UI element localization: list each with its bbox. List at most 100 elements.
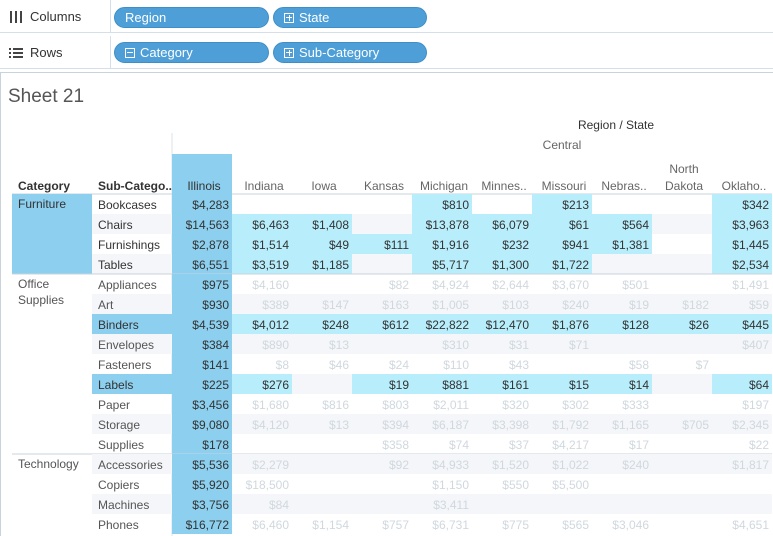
sub-category-label[interactable]: Phones (98, 518, 139, 532)
table-cell[interactable]: $5,717 (432, 258, 469, 272)
table-cell[interactable]: $890 (262, 338, 289, 352)
table-cell[interactable]: $1,514 (252, 238, 289, 252)
table-cell[interactable]: $46 (329, 358, 349, 372)
sub-category-label[interactable]: Envelopes (98, 338, 154, 352)
table-cell[interactable]: $2,644 (492, 278, 529, 292)
table-cell[interactable]: $394 (382, 418, 409, 432)
table-cell[interactable]: $141 (202, 358, 229, 372)
table-cell[interactable]: $58 (629, 358, 649, 372)
table-cell[interactable]: $9,080 (192, 418, 229, 432)
table-cell[interactable]: $1,817 (732, 458, 769, 472)
table-cell[interactable]: $8 (276, 358, 290, 372)
table-cell[interactable]: $941 (562, 238, 589, 252)
table-cell[interactable]: $24 (389, 358, 409, 372)
state-header[interactable]: North (669, 162, 698, 176)
table-cell[interactable]: $3,670 (552, 278, 589, 292)
table-cell[interactable]: $407 (742, 338, 769, 352)
table-cell[interactable]: $13 (329, 338, 349, 352)
table-cell[interactable]: $197 (742, 398, 769, 412)
table-cell[interactable]: $7 (696, 358, 710, 372)
table-cell[interactable]: $74 (449, 438, 469, 452)
table-cell[interactable]: $19 (629, 298, 649, 312)
table-cell[interactable]: $565 (562, 518, 589, 532)
table-cell[interactable]: $2,345 (732, 418, 769, 432)
sub-category-pill[interactable]: Sub-Category (273, 42, 427, 63)
table-cell[interactable]: $14,563 (186, 218, 230, 232)
region-pill[interactable]: Region (114, 7, 269, 28)
table-cell[interactable]: $803 (382, 398, 409, 412)
table-cell[interactable]: $1,722 (552, 258, 589, 272)
table-cell[interactable]: $810 (442, 198, 469, 212)
table-cell[interactable]: $705 (682, 418, 709, 432)
table-cell[interactable]: $1,022 (552, 458, 589, 472)
table-cell[interactable]: $333 (622, 398, 649, 412)
table-cell[interactable]: $775 (502, 518, 529, 532)
table-cell[interactable]: $43 (509, 358, 529, 372)
table-cell[interactable]: $1,916 (432, 238, 469, 252)
table-cell[interactable]: $15 (569, 378, 589, 392)
table-cell[interactable]: $276 (262, 378, 289, 392)
table-cell[interactable]: $1,165 (612, 418, 649, 432)
table-cell[interactable]: $92 (389, 458, 409, 472)
table-cell[interactable]: $445 (742, 318, 769, 332)
table-cell[interactable]: $22,822 (426, 318, 470, 332)
state-pill[interactable]: State (273, 7, 427, 28)
state-header[interactable]: Oklaho.. (722, 179, 767, 193)
table-cell[interactable]: $3,519 (252, 258, 289, 272)
table-cell[interactable]: $1,876 (552, 318, 589, 332)
table-cell[interactable]: $17 (629, 438, 649, 452)
table-cell[interactable]: $5,920 (192, 478, 229, 492)
table-cell[interactable]: $240 (562, 298, 589, 312)
table-cell[interactable]: $16,772 (186, 518, 230, 532)
table-cell[interactable]: $1,185 (312, 258, 349, 272)
table-cell[interactable]: $163 (382, 298, 409, 312)
category-label[interactable]: Supplies (18, 293, 64, 307)
sub-category-label[interactable]: Copiers (98, 478, 139, 492)
table-cell[interactable]: $975 (202, 278, 229, 292)
table-cell[interactable]: $384 (202, 338, 229, 352)
table-cell[interactable]: $12,470 (486, 318, 530, 332)
sub-category-label[interactable]: Machines (98, 498, 149, 512)
table-cell[interactable]: $3,046 (612, 518, 649, 532)
table-cell[interactable]: $1,154 (312, 518, 349, 532)
state-header[interactable]: Illinois (187, 179, 220, 193)
table-cell[interactable]: $178 (202, 438, 229, 452)
table-cell[interactable]: $1,680 (252, 398, 289, 412)
table-cell[interactable]: $248 (322, 318, 349, 332)
table-cell[interactable]: $82 (389, 278, 409, 292)
table-cell[interactable]: $232 (502, 238, 529, 252)
table-cell[interactable]: $6,731 (432, 518, 469, 532)
sub-category-label[interactable]: Tables (98, 258, 133, 272)
sub-category-label[interactable]: Bookcases (98, 198, 157, 212)
table-cell[interactable]: $4,924 (432, 278, 469, 292)
category-label[interactable]: Furniture (18, 197, 66, 211)
table-cell[interactable]: $31 (509, 338, 529, 352)
table-cell[interactable]: $881 (442, 378, 469, 392)
table-cell[interactable]: $501 (622, 278, 649, 292)
table-cell[interactable]: $4,283 (192, 198, 229, 212)
table-cell[interactable]: $225 (202, 378, 229, 392)
sub-category-label[interactable]: Accessories (98, 458, 163, 472)
table-cell[interactable]: $128 (622, 318, 649, 332)
state-header[interactable]: Kansas (364, 179, 404, 193)
table-cell[interactable]: $550 (502, 478, 529, 492)
state-header[interactable]: Missouri (542, 179, 587, 193)
table-cell[interactable]: $18,500 (246, 478, 290, 492)
table-cell[interactable]: $4,217 (552, 438, 589, 452)
table-cell[interactable]: $6,460 (252, 518, 289, 532)
row-header-sub-category[interactable]: Sub-Catego.. (98, 179, 172, 193)
table-cell[interactable]: $757 (382, 518, 409, 532)
table-cell[interactable]: $110 (443, 358, 469, 372)
state-header[interactable]: Iowa (311, 179, 337, 193)
sub-category-label[interactable]: Furnishings (98, 238, 160, 252)
table-cell[interactable]: $4,539 (192, 318, 229, 332)
table-cell[interactable]: $13,878 (426, 218, 470, 232)
table-cell[interactable]: $4,120 (252, 418, 289, 432)
table-cell[interactable]: $6,079 (492, 218, 529, 232)
collapse-minus-icon[interactable] (125, 47, 135, 58)
table-cell[interactable]: $1,150 (432, 478, 469, 492)
state-header[interactable]: Nebras.. (601, 179, 646, 193)
table-cell[interactable]: $182 (682, 298, 709, 312)
table-cell[interactable]: $3,411 (433, 498, 469, 512)
table-cell[interactable]: $3,456 (192, 398, 229, 412)
